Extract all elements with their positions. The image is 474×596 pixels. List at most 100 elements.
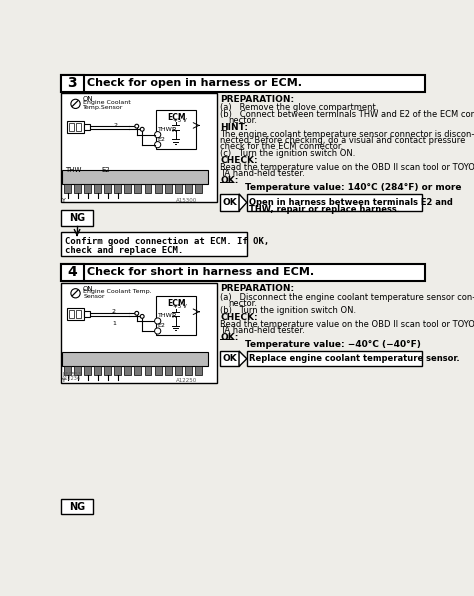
Text: ECM: ECM [167, 299, 186, 309]
Bar [104, 366, 111, 375]
Bar [84, 184, 91, 193]
Bar [145, 366, 152, 375]
Bar [63, 170, 208, 184]
Text: THW, repair or replace harness.: THW, repair or replace harness. [249, 205, 400, 214]
Circle shape [155, 318, 161, 324]
Bar [247, 194, 422, 211]
Text: check and replace ECM.: check and replace ECM. [65, 246, 184, 254]
Text: CHECK:: CHECK: [220, 156, 258, 165]
Text: E2: E2 [102, 167, 110, 173]
Bar [84, 366, 91, 375]
Bar [155, 184, 162, 193]
Text: Replace engine coolant temperature sensor.: Replace engine coolant temperature senso… [249, 354, 460, 363]
Text: THW: THW [158, 127, 173, 132]
Bar [61, 210, 93, 225]
Bar [61, 74, 84, 92]
Bar [185, 184, 192, 193]
Text: Read the temperature value on the OBD II scan tool or TOYO-: Read the temperature value on the OBD II… [220, 320, 474, 329]
Polygon shape [239, 351, 247, 367]
Text: RE0553: RE0553 [63, 372, 82, 377]
Bar [61, 93, 218, 203]
Text: A15300: A15300 [175, 198, 197, 203]
Text: ECM: ECM [167, 113, 186, 122]
Bar [61, 264, 84, 281]
Text: THW: THW [65, 167, 82, 173]
Text: +5 V: +5 V [173, 118, 187, 123]
Text: Temperature value: −40°C (−40°F): Temperature value: −40°C (−40°F) [220, 340, 421, 349]
Text: Engine Coolant Temp.: Engine Coolant Temp. [83, 290, 152, 294]
Circle shape [135, 124, 139, 128]
Bar [156, 110, 196, 148]
Text: OK: OK [222, 354, 237, 363]
Bar [84, 311, 90, 317]
Bar [61, 74, 425, 92]
Bar [175, 184, 182, 193]
Bar [64, 366, 71, 375]
Text: R: R [172, 313, 176, 319]
Bar [124, 184, 131, 193]
Text: A12250: A12250 [175, 378, 197, 383]
Bar [61, 232, 247, 256]
Bar [75, 311, 81, 318]
Bar [220, 194, 239, 211]
Text: Temperature value: 140°C (284°F) or more: Temperature value: 140°C (284°F) or more [220, 183, 462, 192]
Circle shape [140, 128, 144, 131]
Bar [135, 184, 141, 193]
Text: TA hand-held tester.: TA hand-held tester. [220, 169, 305, 178]
Text: nector.: nector. [228, 116, 257, 125]
Text: PREPARATION:: PREPARATION: [220, 95, 294, 104]
Text: R: R [172, 127, 176, 133]
Text: 4: 4 [68, 265, 77, 280]
Text: A12234: A12234 [63, 375, 82, 381]
Bar [145, 184, 152, 193]
Text: Read the temperature value on the OBD II scan tool or TOYO-: Read the temperature value on the OBD II… [220, 163, 474, 172]
Text: CHECK:: CHECK: [220, 313, 258, 322]
Text: Confirm good connection at ECM. If OK,: Confirm good connection at ECM. If OK, [65, 237, 270, 246]
Bar [195, 184, 202, 193]
Bar [114, 366, 121, 375]
Text: 2: 2 [112, 309, 116, 315]
Text: (a)   Disconnect the engine coolant temperature sensor con-: (a) Disconnect the engine coolant temper… [220, 293, 474, 302]
Circle shape [155, 328, 161, 334]
Bar [67, 308, 84, 320]
Bar [69, 123, 74, 131]
Circle shape [155, 142, 161, 148]
Bar [75, 123, 81, 131]
Text: E2: E2 [158, 323, 165, 328]
Polygon shape [239, 194, 247, 211]
Text: NG: NG [69, 213, 85, 223]
Bar [195, 366, 202, 375]
Text: TA hand-held tester.: TA hand-held tester. [220, 327, 305, 336]
Circle shape [155, 132, 161, 138]
Bar [63, 352, 208, 366]
Bar [94, 184, 101, 193]
Bar [67, 121, 84, 133]
Text: OK: OK [222, 198, 237, 207]
Bar [220, 351, 239, 367]
Text: Y: Y [63, 198, 66, 203]
Bar [69, 311, 74, 318]
Text: 1: 1 [112, 321, 116, 326]
Bar [135, 366, 141, 375]
Text: Engine Coolant: Engine Coolant [83, 100, 131, 105]
Text: (c)   Turn the ignition switch ON.: (c) Turn the ignition switch ON. [220, 149, 356, 159]
Bar [74, 184, 81, 193]
Bar [185, 366, 192, 375]
Bar [156, 296, 196, 335]
Text: nector.: nector. [228, 299, 257, 308]
Bar [124, 366, 131, 375]
Text: Temp.Sensor: Temp.Sensor [83, 105, 124, 110]
Text: THW: THW [158, 313, 173, 318]
Bar [61, 264, 425, 281]
Bar [61, 499, 93, 514]
Circle shape [135, 311, 139, 315]
Text: The engine coolant temperature sensor connector is discon-: The engine coolant temperature sensor co… [220, 130, 474, 139]
Text: Sensor: Sensor [83, 294, 105, 299]
Text: HINT:: HINT: [220, 123, 248, 132]
Text: NG: NG [69, 502, 85, 511]
Text: ON: ON [82, 96, 93, 102]
Text: (a)   Remove the glove compartment.: (a) Remove the glove compartment. [220, 103, 379, 112]
Bar [175, 366, 182, 375]
Bar [114, 184, 121, 193]
Bar [164, 366, 172, 375]
